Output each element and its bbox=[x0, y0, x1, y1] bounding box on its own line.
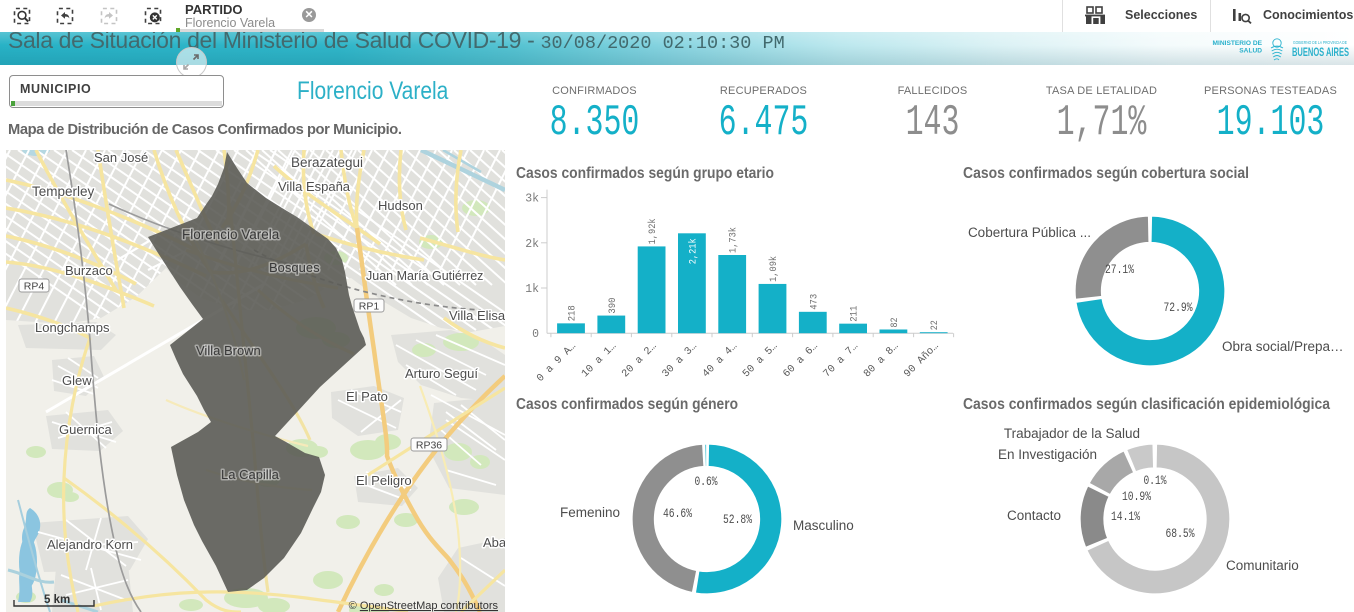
svg-text:Cobertura Pública ...: Cobertura Pública ... bbox=[968, 225, 1091, 240]
svg-text:390: 390 bbox=[607, 298, 619, 314]
svg-text:Juan María Gutiérrez: Juan María Gutiérrez bbox=[366, 269, 483, 283]
svg-text:68.5%: 68.5% bbox=[1166, 527, 1195, 541]
svg-text:1,09k: 1,09k bbox=[768, 256, 780, 282]
svg-text:70 a 7…: 70 a 7… bbox=[821, 341, 861, 381]
svg-text:El Pato: El Pato bbox=[346, 389, 388, 404]
svg-text:Bosques: Bosques bbox=[269, 260, 320, 275]
svg-text:GOBIERNO DE LA PROVINCIA DE: GOBIERNO DE LA PROVINCIA DE bbox=[1293, 40, 1347, 46]
svg-text:Guernica: Guernica bbox=[59, 422, 113, 437]
svg-text:Comunitario: Comunitario bbox=[1226, 558, 1299, 573]
svg-text:20 a 2…: 20 a 2… bbox=[620, 341, 660, 381]
svg-text:Villa Brown: Villa Brown bbox=[196, 343, 261, 358]
svg-text:10 a 1…: 10 a 1… bbox=[579, 341, 619, 381]
svg-text:22: 22 bbox=[929, 320, 941, 330]
svg-text:218: 218 bbox=[567, 305, 579, 321]
svg-text:Hudson: Hudson bbox=[378, 198, 423, 213]
svg-text:Longchamps: Longchamps bbox=[35, 320, 110, 335]
svg-text:46.6%: 46.6% bbox=[663, 507, 692, 521]
svg-text:Berazategui: Berazategui bbox=[291, 155, 363, 170]
svg-text:0 a 9 A…: 0 a 9 A… bbox=[535, 341, 579, 385]
svg-text:211: 211 bbox=[849, 306, 861, 322]
svg-text:SALUD: SALUD bbox=[1239, 48, 1262, 55]
svg-text:Glew: Glew bbox=[62, 373, 92, 388]
svg-text:Casos confirmados según clasif: Casos confirmados según clasificación ep… bbox=[963, 396, 1330, 413]
svg-text:El Peligro: El Peligro bbox=[356, 473, 412, 488]
svg-text:3k: 3k bbox=[525, 193, 539, 206]
svg-text:1k: 1k bbox=[525, 283, 539, 296]
svg-text:0: 0 bbox=[532, 328, 539, 341]
svg-text:Obra social/Prepa…: Obra social/Prepa… bbox=[1222, 339, 1344, 354]
svg-text:MINISTERIO DE: MINISTERIO DE bbox=[1213, 40, 1263, 47]
svg-text:RP4: RP4 bbox=[24, 281, 45, 293]
svg-text:82: 82 bbox=[889, 318, 901, 328]
svg-text:RP1: RP1 bbox=[359, 301, 380, 313]
svg-text:80 a 8…: 80 a 8… bbox=[862, 341, 902, 381]
svg-text:2k: 2k bbox=[525, 238, 539, 251]
svg-text:50 a 5…: 50 a 5… bbox=[741, 341, 781, 381]
svg-text:Florencio Varela: Florencio Varela bbox=[182, 227, 280, 242]
svg-text:27.1%: 27.1% bbox=[1105, 263, 1134, 277]
svg-text:Casos confirmados según grupo: Casos confirmados según grupo etario bbox=[516, 165, 774, 182]
svg-text:RP36: RP36 bbox=[416, 440, 442, 452]
svg-text:40 a 4…: 40 a 4… bbox=[700, 341, 740, 381]
svg-text:5 km: 5 km bbox=[44, 594, 70, 606]
svg-text:90 Año…: 90 Año… bbox=[902, 341, 942, 381]
svg-text:Femenino: Femenino bbox=[560, 505, 620, 520]
svg-text:1,73k: 1,73k bbox=[728, 227, 740, 253]
svg-text:10.9%: 10.9% bbox=[1122, 490, 1151, 504]
svg-text:Villa España: Villa España bbox=[278, 179, 351, 194]
svg-text:Casos confirmados según cobert: Casos confirmados según cobertura social bbox=[963, 165, 1249, 182]
svg-text:En Investigación: En Investigación bbox=[998, 447, 1097, 462]
svg-text:Villa Elisa: Villa Elisa bbox=[449, 308, 505, 323]
svg-text:BUENOS AIRES: BUENOS AIRES bbox=[1292, 45, 1349, 59]
svg-text:San José: San José bbox=[94, 150, 148, 165]
svg-text:Arturo Seguí: Arturo Seguí bbox=[405, 366, 478, 381]
svg-text:0.6%: 0.6% bbox=[695, 475, 718, 489]
svg-text:72.9%: 72.9% bbox=[1164, 301, 1193, 315]
svg-text:30 a 3…: 30 a 3… bbox=[660, 341, 700, 381]
svg-text:Alejandro Korn: Alejandro Korn bbox=[47, 537, 133, 552]
svg-text:1,92k: 1,92k bbox=[647, 218, 659, 244]
svg-text:Temperley: Temperley bbox=[32, 184, 95, 199]
svg-text:© OpenStreetMap contributors: © OpenStreetMap contributors bbox=[349, 600, 499, 612]
svg-text:Contacto: Contacto bbox=[1007, 508, 1061, 523]
svg-text:Masculino: Masculino bbox=[793, 518, 854, 533]
svg-text:Casos confirmados según género: Casos confirmados según género bbox=[516, 396, 738, 413]
svg-text:Aba…: Aba… bbox=[483, 535, 505, 550]
svg-text:14.1%: 14.1% bbox=[1111, 510, 1140, 524]
svg-text:0.1%: 0.1% bbox=[1144, 474, 1167, 488]
svg-text:52.8%: 52.8% bbox=[723, 513, 752, 527]
svg-text:473: 473 bbox=[808, 294, 820, 310]
svg-text:60 a 6…: 60 a 6… bbox=[781, 341, 821, 381]
svg-text:Trabajador de la Salud: Trabajador de la Salud bbox=[1004, 426, 1140, 441]
svg-text:Burzaco: Burzaco bbox=[65, 263, 113, 278]
svg-text:La Capilla: La Capilla bbox=[221, 467, 280, 482]
svg-text:2,21k: 2,21k bbox=[687, 238, 699, 264]
